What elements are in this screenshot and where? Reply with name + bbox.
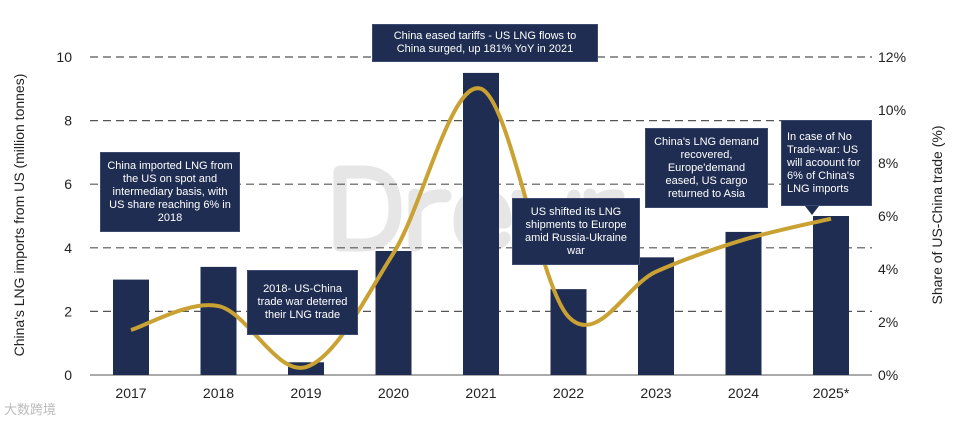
x-tick-label: 2025* [813, 385, 850, 401]
x-tick-label: 2017 [115, 385, 146, 401]
annotation-pointer [805, 206, 819, 215]
x-tick-label: 2021 [465, 385, 496, 401]
bar-2021 [463, 72, 499, 376]
x-tick-label: 2019 [290, 385, 321, 401]
y-axis-label: China's LNG imports from US (million ton… [11, 74, 27, 357]
y-axis-right-label: Share of US-China trade (%) [929, 126, 945, 305]
bar-2017 [113, 279, 149, 375]
y-right-tick-label: 8% [878, 155, 898, 171]
annotation-2025: In case of No Trade-war: US will acoount… [781, 120, 872, 206]
y-tick-label: 6 [64, 176, 72, 192]
y-right-tick-label: 12% [878, 49, 906, 65]
y-right-tick-label: 10% [878, 102, 906, 118]
x-tick-label: 2022 [553, 385, 584, 401]
y-right-tick-label: 2% [878, 314, 898, 330]
x-tick-label: 2018 [203, 385, 234, 401]
share-line [130, 86, 832, 370]
y-tick-label: 2 [64, 303, 72, 319]
y-tick-label: 0 [64, 367, 72, 383]
bar-2020 [375, 250, 412, 375]
annotation-2023: China's LNG demand recovered, Europe'dem… [645, 128, 768, 208]
bar-2025* [813, 216, 849, 375]
bar-2018 [200, 266, 237, 375]
y-right-tick-label: 4% [878, 261, 898, 277]
annotation-2019: 2018- US-China trade war deterred their … [247, 270, 358, 335]
x-tick-label: 2023 [640, 385, 671, 401]
y-right-tick-label: 6% [878, 208, 898, 224]
bar-2024 [725, 231, 762, 375]
y-right-tick-label: 0% [878, 367, 898, 383]
bar-2022 [550, 289, 587, 375]
corner-logo: 大数跨境 [4, 402, 56, 417]
x-tick-label: 2024 [728, 385, 759, 401]
bar-2023 [638, 257, 674, 375]
y-tick-label: 8 [64, 113, 72, 129]
annotation-2022: US shifted its LNG shipments to Europe a… [512, 198, 640, 265]
y-tick-label: 10 [56, 49, 72, 65]
annotation-2021: China eased tariffs - US LNG flows to Ch… [372, 24, 598, 62]
x-tick-label: 2020 [378, 385, 409, 401]
annotation-2018: China imported LNG from the US on spot a… [100, 152, 240, 232]
y-tick-label: 4 [64, 240, 72, 256]
